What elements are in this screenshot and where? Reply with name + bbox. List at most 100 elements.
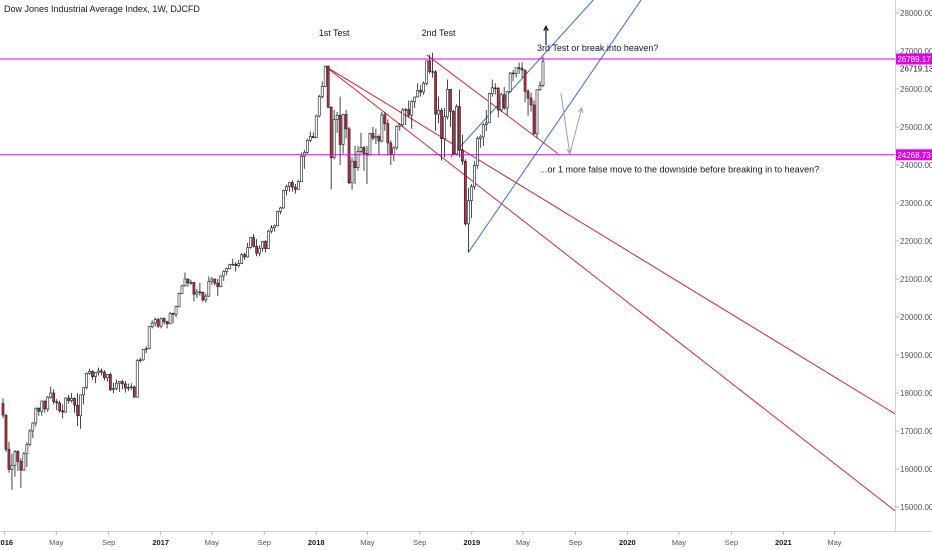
candle-body [470, 186, 473, 202]
candle-body [79, 394, 82, 417]
candle-body [517, 67, 521, 69]
y-tick-label: 25000.00 [900, 123, 932, 132]
candle-body [156, 319, 160, 327]
candle-body [97, 370, 100, 373]
candle-body [150, 322, 154, 327]
candle-body [282, 190, 285, 209]
candle-body [228, 264, 232, 270]
candle-body [481, 124, 485, 138]
candle-body [437, 109, 440, 115]
candle-body [240, 254, 244, 264]
candle-body [359, 147, 363, 152]
y-tick-label: 15000.00 [900, 503, 932, 512]
candle-body [213, 278, 217, 284]
candle-body [46, 396, 50, 410]
x-tick-label: May [672, 538, 686, 547]
candle-body [335, 114, 339, 120]
candle-body [291, 182, 294, 188]
candle-body [138, 359, 142, 362]
candle-body [120, 381, 124, 385]
candle-body [353, 160, 357, 168]
candle-body [350, 160, 354, 184]
candle-body [520, 68, 524, 71]
blue-line-1 [450, 0, 594, 158]
candle-body [273, 225, 276, 229]
x-tick-label: 2016 [0, 538, 13, 547]
candle-body [37, 407, 41, 412]
candle-body [73, 398, 76, 406]
candle-body [276, 211, 279, 227]
candle-body [52, 392, 56, 403]
up-arrow-3rd-test-head [543, 24, 549, 32]
candle-body [141, 348, 145, 361]
blue-line-2 [467, 0, 642, 253]
candle-body [252, 237, 255, 247]
candle-body [153, 319, 157, 324]
candle-body [458, 106, 461, 151]
candle-body [538, 85, 542, 91]
candle-body [473, 165, 476, 187]
candle-body [323, 65, 327, 87]
candle-body [168, 312, 172, 325]
candle-body [344, 114, 348, 130]
candle-body [449, 89, 452, 112]
candle-body [258, 247, 261, 254]
candle-body [431, 71, 434, 73]
last-price-label: 26719.13 [900, 65, 932, 74]
y-tick-label: 23000.00 [900, 199, 932, 208]
red-line-3 [426, 54, 559, 154]
candle-body [523, 69, 527, 92]
candle-body [308, 136, 312, 141]
candle-body [222, 271, 226, 277]
candle-body [392, 147, 396, 156]
y-tick-label: 21000.00 [900, 275, 932, 284]
candle-body [162, 318, 166, 322]
candle-body [434, 71, 437, 115]
candle-body [487, 93, 491, 124]
candle-body [311, 136, 315, 138]
candle-body [225, 268, 229, 272]
candle-body [505, 91, 509, 109]
x-tick-label: Sep [258, 538, 271, 547]
candle-body [112, 388, 115, 390]
y-tick-label: 17000.00 [900, 427, 932, 436]
candle-body [452, 111, 455, 155]
candle-body [16, 451, 20, 462]
candle-body [147, 326, 151, 349]
arrow-down-move [560, 92, 571, 154]
y-tick-label: 27000.00 [900, 47, 932, 56]
candle-body [204, 295, 208, 301]
candle-body [106, 374, 109, 379]
candle-body [440, 109, 443, 140]
candle-body [246, 247, 249, 258]
candle-body [144, 348, 148, 350]
candle-body [270, 227, 273, 232]
candle-body [389, 142, 393, 156]
price-level-box [896, 53, 932, 65]
x-tick-label: 2019 [463, 538, 480, 547]
candle-body [347, 128, 351, 184]
candle-body [532, 104, 536, 135]
candle-body [19, 461, 23, 471]
candle-body [132, 386, 136, 398]
candle-body [320, 86, 324, 97]
candle-body [109, 374, 112, 390]
x-tick-label: May [205, 538, 219, 547]
candle-body [475, 138, 479, 166]
candle-body [446, 89, 449, 118]
candle-body [338, 114, 342, 145]
candle-body [297, 181, 300, 190]
candle-body [529, 97, 533, 106]
candle-body [64, 397, 67, 413]
candle-body [383, 114, 387, 124]
candle-body [243, 254, 246, 258]
candle-body [371, 133, 375, 139]
candle-body [171, 312, 175, 315]
x-tick-label: May [49, 538, 63, 547]
plot-area[interactable] [0, 0, 895, 512]
y-tick-label: 26000.00 [900, 85, 932, 94]
candle-body [377, 136, 381, 142]
candle-body [410, 101, 414, 116]
candle-body [186, 278, 190, 284]
